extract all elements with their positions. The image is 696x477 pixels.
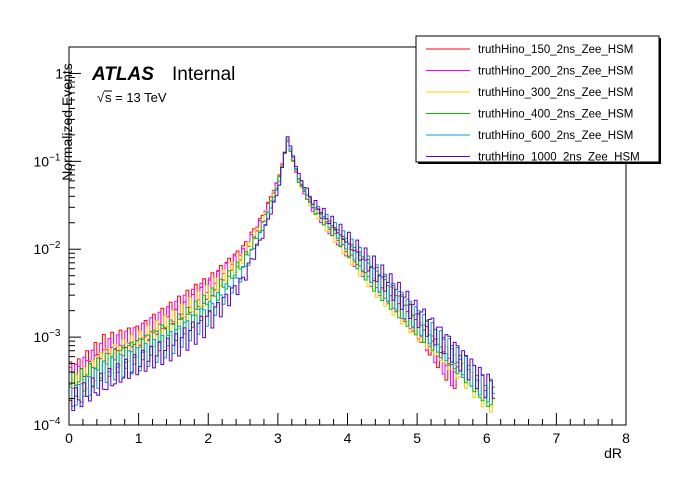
series-line-3 (69, 140, 496, 408)
legend-label-0: truthHino_150_2ns_Zee_HSM (478, 44, 633, 56)
energy-label: s = 13 TeV (105, 90, 167, 105)
y-tick-label: 10−3 (34, 328, 61, 345)
x-tick-label: 5 (413, 430, 421, 446)
legend: truthHino_150_2ns_Zee_HSM truthHino_200_2… (415, 35, 661, 164)
legend-label-1: truthHino_200_2ns_Zee_HSM (478, 66, 633, 78)
axis-layer: 0 1 2 3 4 5 6 7 8 1 10−1 10−2 10−3 10−4 (34, 46, 630, 446)
atlas-status-label: Internal (172, 64, 235, 85)
y-axis-label: Normalized Events (59, 63, 75, 181)
legend-label-2: truthHino_300_2ns_Zee_HSM (478, 87, 633, 99)
x-tick-label: 8 (622, 430, 630, 446)
legend-label-3: truthHino_400_2ns_Zee_HSM (478, 109, 633, 121)
y-tick-label: 10−4 (34, 416, 61, 433)
x-tick-label: 3 (274, 430, 282, 446)
legend-label-4: truthHino_600_2ns_Zee_HSM (478, 130, 633, 142)
x-tick-label: 7 (552, 430, 560, 446)
energy-root-symbol: √ (97, 90, 105, 105)
y-tick-label: 1 (55, 65, 63, 81)
x-tick-label: 0 (65, 430, 73, 446)
x-axis-label: dR (604, 445, 622, 461)
series-line-5 (69, 136, 496, 412)
legend-box (415, 35, 660, 163)
x-tick-label: 1 (135, 430, 143, 446)
series-layer (69, 136, 496, 413)
y-tick-label: 10−1 (34, 152, 61, 169)
atlas-label: ATLAS (91, 64, 154, 85)
legend-entries: truthHino_150_2ns_Zee_HSM truthHino_200_2… (426, 44, 640, 164)
x-tick-label: 6 (483, 430, 491, 446)
legend-label-5: truthHino_1000_2ns_Zee_HSM (478, 152, 640, 164)
x-tick-label: 2 (204, 430, 212, 446)
y-tick-label: 10−2 (34, 240, 61, 257)
x-tick-label: 4 (344, 430, 352, 446)
